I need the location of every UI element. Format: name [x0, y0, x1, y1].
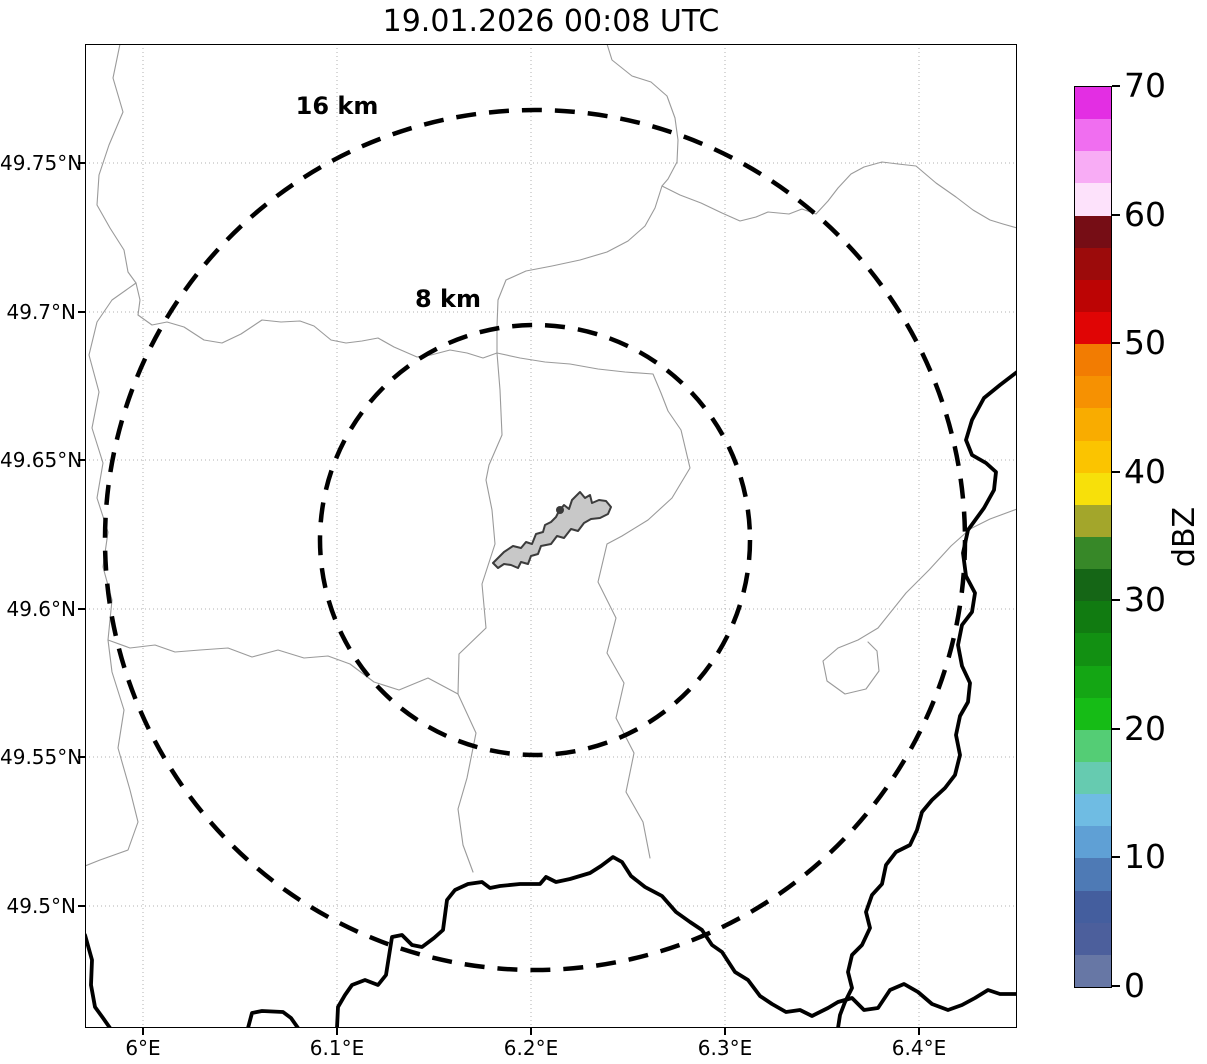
- colorbar-segment: [1075, 697, 1111, 730]
- colorbar-segment: [1075, 183, 1111, 216]
- colorbar-segment: [1075, 215, 1111, 248]
- x-tick-mark: [530, 1028, 532, 1035]
- y-tick-label: 49.65°N: [0, 448, 83, 472]
- country-border-east-river: [836, 370, 1017, 1028]
- colorbar-tick-label: 30: [1124, 580, 1166, 620]
- airport-area: [492, 491, 612, 569]
- colorbar-segment: [1075, 826, 1111, 859]
- admin-boundary-lines: [85, 44, 1017, 873]
- country-border-southwest: [85, 933, 112, 1028]
- colorbar-segment: [1075, 569, 1111, 602]
- y-tick-label: 49.55°N: [0, 745, 83, 769]
- colorbar-segment: [1075, 601, 1111, 634]
- x-tick-label: 6.2°E: [503, 1036, 559, 1060]
- admin-boundary: [107, 639, 459, 695]
- range-ring-label: 8 km: [414, 285, 482, 313]
- colorbar-segment: [1075, 119, 1111, 152]
- x-tick-label: 6.3°E: [697, 1036, 753, 1060]
- colorbar-segment: [1075, 376, 1111, 409]
- colorbar-tick-mark: [1112, 213, 1120, 216]
- colorbar-tick-mark: [1112, 470, 1120, 473]
- colorbar-segment: [1075, 440, 1111, 473]
- range-ring-8km: [317, 322, 753, 758]
- x-tick-mark: [142, 1028, 144, 1035]
- colorbar-segment: [1075, 729, 1111, 762]
- figure-title: 19.01.2026 00:08 UTC: [382, 4, 720, 39]
- y-tick-mark: [78, 459, 85, 461]
- colorbar-tick-label: 50: [1124, 323, 1166, 363]
- colorbar-segment: [1075, 472, 1111, 505]
- colorbar-tick-mark: [1112, 985, 1120, 987]
- y-tick-mark: [78, 756, 85, 758]
- country-border-south-bump: [246, 1009, 300, 1028]
- colorbar-segment: [1075, 408, 1111, 441]
- y-tick-mark: [78, 905, 85, 907]
- admin-boundary: [822, 508, 1017, 695]
- x-tick-mark: [336, 1028, 338, 1035]
- colorbar-segment: [1075, 858, 1111, 891]
- admin-boundary: [137, 314, 498, 359]
- colorbar-axis-label: dBZ: [1167, 506, 1202, 568]
- x-tick-label: 6.4°E: [891, 1036, 947, 1060]
- colorbar-segment: [1075, 922, 1111, 955]
- x-tick-mark: [724, 1028, 726, 1035]
- colorbar-segment: [1075, 344, 1111, 377]
- colorbar-tick-label: 60: [1124, 194, 1166, 234]
- airport-outline: [492, 491, 612, 569]
- admin-boundary: [496, 352, 691, 859]
- country-border-lines: [85, 370, 1017, 1028]
- colorbar-segment: [1075, 536, 1111, 570]
- colorbar-segment: [1075, 794, 1111, 827]
- colorbar-tick-label: 20: [1124, 708, 1166, 748]
- x-tick-mark: [918, 1028, 920, 1035]
- colorbar-segment: [1075, 890, 1111, 923]
- colorbar-segment: [1075, 954, 1111, 987]
- y-tick-label: 49.75°N: [0, 151, 83, 175]
- colorbar-segment: [1075, 311, 1111, 345]
- colorbar-segment: [1075, 279, 1111, 312]
- y-tick-label: 49.7°N: [6, 300, 77, 324]
- colorbar-segment: [1075, 247, 1111, 280]
- y-tick-mark: [78, 608, 85, 610]
- x-tick-label: 6.1°E: [309, 1036, 365, 1060]
- colorbar-tick-label: 70: [1124, 66, 1166, 105]
- map-canvas: [85, 44, 1017, 1028]
- colorbar-segment: [1075, 87, 1111, 120]
- colorbar-tick-label: 10: [1124, 837, 1166, 877]
- y-tick-mark: [78, 311, 85, 313]
- colorbar-tick-label: 0: [1124, 966, 1145, 1005]
- y-tick-mark: [78, 162, 85, 164]
- grid-lines: [85, 44, 1017, 1028]
- colorbar-segment: [1075, 665, 1111, 698]
- x-tick-label: 6°E: [125, 1036, 161, 1060]
- admin-boundary: [457, 44, 679, 873]
- colorbar-tick-mark: [1112, 856, 1120, 859]
- colorbar-tick-mark: [1112, 727, 1120, 730]
- radar-site-marker: [556, 506, 564, 514]
- colorbar: [1074, 86, 1112, 988]
- range-ring-16km: [102, 107, 968, 973]
- admin-boundary: [85, 282, 139, 867]
- colorbar-tick-label: 40: [1124, 451, 1166, 491]
- y-tick-label: 49.6°N: [6, 597, 77, 621]
- colorbar-segment: [1075, 151, 1111, 184]
- range-rings: [102, 107, 968, 973]
- admin-boundary: [661, 161, 1017, 229]
- country-border-south: [335, 855, 1017, 1028]
- y-tick-label: 49.5°N: [6, 894, 77, 918]
- admin-boundary: [96, 44, 141, 316]
- colorbar-tick-mark: [1112, 599, 1120, 602]
- colorbar-segment: [1075, 504, 1111, 537]
- colorbar-tick-mark: [1112, 342, 1120, 345]
- colorbar-segment: [1075, 633, 1111, 666]
- colorbar-tick-mark: [1112, 85, 1120, 87]
- colorbar-segment: [1075, 761, 1111, 795]
- range-ring-label: 16 km: [295, 92, 379, 120]
